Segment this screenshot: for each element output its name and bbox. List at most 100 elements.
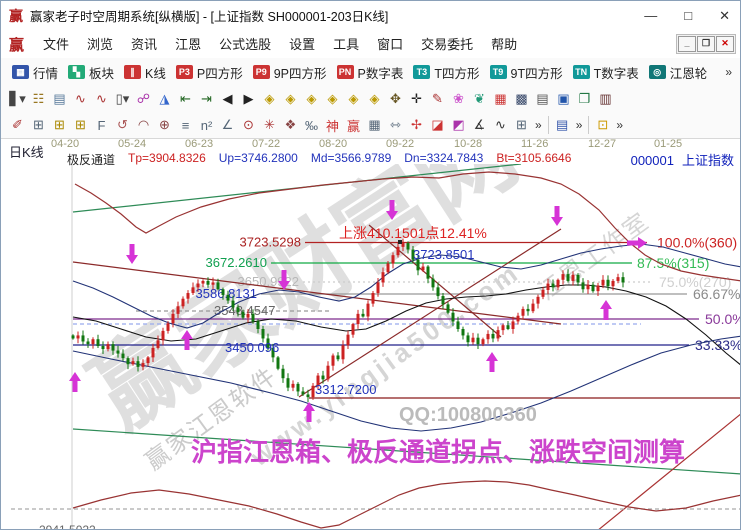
shaded-box-icon[interactable]: ◪ <box>431 117 444 132</box>
compass-icon[interactable]: ⊕ <box>159 117 170 132</box>
menu-item-tools[interactable]: 工具 <box>333 37 360 52</box>
calendar-icon[interactable]: ▦ <box>494 91 507 106</box>
spiral-icon[interactable]: ↺ <box>117 117 128 132</box>
chart-header: 日K线 04-20 05-24 06-23 07-22 08-20 09-22 10-28 1… <box>1 138 740 168</box>
gann-time-5-icon[interactable]: ◈ <box>348 91 359 106</box>
arc-icon[interactable]: ◠ <box>137 117 150 132</box>
prev-bar-icon[interactable]: ◀ <box>222 91 233 106</box>
mdi-restore-button[interactable]: ❐ <box>697 36 715 52</box>
ray-fan-icon[interactable]: ✢ <box>411 117 422 132</box>
panel-list-chevron[interactable]: » <box>575 118 583 132</box>
calculator-icon[interactable]: ▩ <box>515 91 528 106</box>
ruler-icon[interactable]: ≡ <box>181 117 190 133</box>
toolbar-overflow-chevron[interactable]: » <box>725 65 732 79</box>
p-number-table-icon: PN <box>336 65 354 79</box>
toolbar-button-gann-wheel[interactable]: ◎ 江恩轮 <box>644 61 713 83</box>
toolbar-button-t-number-table[interactable]: TN T数字表 <box>568 61 644 83</box>
dense-grid-icon[interactable]: ▦ <box>368 117 381 132</box>
menu-item-settings[interactable]: 设置 <box>289 37 316 52</box>
analysis-icon[interactable]: ❦ <box>474 91 485 106</box>
panel-grid-chevron[interactable]: » <box>616 118 624 132</box>
minimize-button[interactable]: — <box>644 7 658 23</box>
gann-grid-gold-2-icon[interactable]: ⊞ <box>75 117 86 132</box>
toolbar-button-kline[interactable]: ∥ K线 <box>119 61 171 83</box>
kline-style-icon[interactable]: ▋▾ <box>9 91 26 106</box>
indicator-value-2: Up=3746.2800 <box>218 151 298 165</box>
candle-type-icon[interactable]: ▯▾ <box>115 91 130 106</box>
signal-arrow-up-4 <box>303 402 315 422</box>
web-grid-icon[interactable]: ❖ <box>284 117 297 132</box>
next-bar-icon[interactable]: ▶ <box>243 91 254 106</box>
menu-item-formula-stock-pick[interactable]: 公式选股 <box>219 37 272 52</box>
quotes-icon: ▦ <box>12 65 29 79</box>
gann-grid-gold-1-icon[interactable]: ⊞ <box>54 117 65 132</box>
gann-flower-icon[interactable]: ❀ <box>453 91 464 106</box>
menu-item-news[interactable]: 资讯 <box>131 37 158 52</box>
menu-item-trade-order[interactable]: 交易委托 <box>421 37 474 52</box>
menu-item-help[interactable]: 帮助 <box>491 37 518 52</box>
save-as-icon[interactable]: ❐ <box>578 91 591 106</box>
panel-grid-icon[interactable]: ⊡ <box>597 117 609 132</box>
gann-wheel-label: 江恩轮 <box>669 66 708 81</box>
note-icon[interactable]: ▤ <box>53 91 66 106</box>
star-burst-icon[interactable]: ✳ <box>264 117 275 132</box>
mdi-minimize-button[interactable]: _ <box>678 36 696 52</box>
mdi-window-controls: _ ❐ ✕ <box>676 34 736 54</box>
toolbar-button-t-square[interactable]: T3 T四方形 <box>408 61 484 83</box>
signal-arrow-up-8 <box>600 300 612 320</box>
t-number-table-icon: TN <box>572 65 590 79</box>
first-bar-icon[interactable]: ⇤ <box>180 91 191 106</box>
draw-pen-icon[interactable]: ✎ <box>432 91 443 106</box>
toolbar-button-nine-p-square[interactable]: P9 9P四方形 <box>248 61 332 83</box>
brush-icon[interactable]: ✐ <box>12 117 23 132</box>
gann-circle-icon[interactable]: ⊙ <box>243 117 254 132</box>
crosshair-icon[interactable]: ✛ <box>411 91 422 106</box>
toolbar-button-quotes[interactable]: ▦ 行情 <box>7 61 63 83</box>
texture-box-icon[interactable]: ◩ <box>452 117 465 132</box>
sheet-grid-icon[interactable]: ⊞ <box>516 117 527 132</box>
save-icon[interactable]: ▣ <box>557 91 570 106</box>
toolbar-button-sectors[interactable]: ▚ 板块 <box>63 61 119 83</box>
angle-set-icon[interactable]: ∡ <box>473 117 486 132</box>
pan-hand-icon[interactable]: ✥ <box>390 91 401 106</box>
overlay-icon[interactable]: ☍ <box>136 91 151 106</box>
menu-item-window[interactable]: 窗口 <box>377 37 404 52</box>
gann-time-6-icon[interactable]: ◈ <box>369 91 380 106</box>
t-square-icon: T3 <box>413 65 431 79</box>
n-square-icon[interactable]: n² <box>200 117 213 133</box>
curve-channel-md <box>72 284 740 366</box>
ma-9-icon[interactable]: ∿ <box>96 91 107 106</box>
ying-tool-icon[interactable]: 赢 <box>346 118 360 134</box>
print-icon[interactable]: ▥ <box>599 91 612 106</box>
fibonacci-icon[interactable]: F <box>97 117 106 133</box>
menu-item-file[interactable]: 文件 <box>43 37 70 52</box>
toolbar-button-p-square[interactable]: P3 P四方形 <box>171 61 248 83</box>
menu-item-browse[interactable]: 浏览 <box>87 37 114 52</box>
mdi-close-button[interactable]: ✕ <box>716 36 734 52</box>
candlestick-series <box>71 238 625 402</box>
toolbar-button-p-number-table[interactable]: PN P数字表 <box>332 61 409 83</box>
zigzag-wave-icon[interactable]: ∿ <box>495 117 506 132</box>
pattern-icon[interactable]: ☷ <box>32 91 45 106</box>
toolbar-button-nine-t-square[interactable]: T9 9T四方形 <box>485 61 568 83</box>
gann-grid-icon[interactable]: ⊞ <box>33 117 44 132</box>
memo-icon[interactable]: ▤ <box>536 91 549 106</box>
color-trend-icon[interactable]: ◮ <box>159 91 170 106</box>
close-button[interactable]: ✕ <box>719 7 730 23</box>
line-gann-line-green-down <box>72 428 740 475</box>
last-bar-icon[interactable]: ⇥ <box>201 91 212 106</box>
indicator-value-5: Bt=3105.6646 <box>496 151 572 165</box>
panel-list-icon[interactable]: ▤ <box>556 117 569 132</box>
gann-time-3-icon[interactable]: ◈ <box>306 91 317 106</box>
angle-icon[interactable]: ∠ <box>221 117 234 132</box>
ma-3-icon[interactable]: ∿ <box>75 91 86 106</box>
h-measure-icon[interactable]: ⇿ <box>390 117 401 132</box>
maximize-button[interactable]: □ <box>684 7 693 23</box>
gann-time-2-icon[interactable]: ◈ <box>285 91 296 106</box>
menu-item-gann[interactable]: 江恩 <box>175 37 202 52</box>
gann-time-1-icon[interactable]: ◈ <box>264 91 275 106</box>
percent-lines-icon[interactable]: ‰ <box>305 117 318 133</box>
gann-time-4-icon[interactable]: ◈ <box>327 91 338 106</box>
shen-tool-icon[interactable]: 神 <box>325 118 339 134</box>
drawing-overflow-chevron[interactable]: » <box>535 118 542 132</box>
